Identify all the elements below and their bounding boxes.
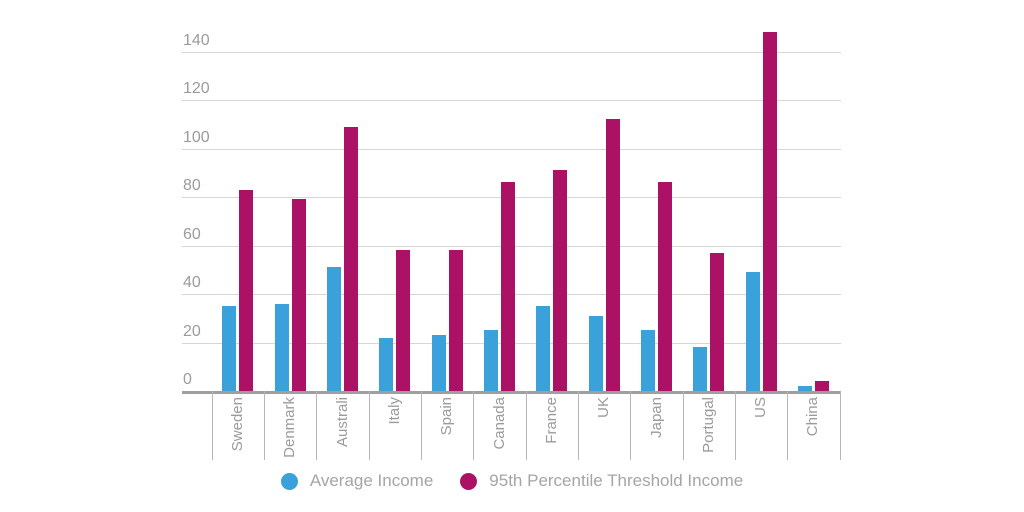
bar-95th-percentile-threshold-income [658, 182, 672, 391]
legend: Average Income 95th Percentile Threshold … [0, 471, 1024, 491]
category-tick [525, 391, 527, 460]
bar-average-income [484, 330, 498, 391]
y-axis-label: 80 [183, 177, 201, 194]
bar-average-income [588, 315, 603, 391]
bar-average-income [431, 335, 446, 391]
y-axis-label: 120 [183, 80, 210, 97]
bar-average-income [797, 386, 812, 391]
legend-label: 95th Percentile Threshold Income [489, 471, 744, 490]
category-tick [787, 391, 789, 460]
y-axis-label: 40 [183, 274, 201, 291]
bar-95th-percentile-threshold-income [710, 252, 725, 391]
x-axis-line [182, 391, 841, 394]
bar-average-income [536, 306, 551, 391]
bar-average-income [693, 347, 708, 391]
bar-average-income [222, 306, 237, 391]
y-axis-label: 60 [183, 225, 201, 243]
bar-95th-percentile-threshold-income [762, 32, 777, 391]
category-tick [473, 391, 475, 460]
gridline [182, 100, 841, 101]
bar-95th-percentile-threshold-income [448, 250, 463, 391]
legend-swatch-circle-icon [280, 472, 298, 490]
category-tick [682, 391, 684, 460]
category-tick [578, 391, 579, 460]
x-axis-label: Japan [647, 397, 665, 438]
x-axis-label: UK [595, 397, 613, 418]
bar-95th-percentile-threshold-income [501, 182, 515, 391]
bar-95th-percentile-threshold-income [814, 381, 829, 391]
x-axis-label: France [542, 397, 560, 444]
plot-area: 0 20 40 60 80 100 120 140 Sweden Denmark Australi I… [182, 20, 842, 465]
legend-label: Average Income [309, 471, 434, 490]
x-axis-label: US [752, 397, 770, 418]
category-tick [368, 391, 370, 460]
y-axis-label: 140 [183, 31, 210, 49]
legend-swatch-circle-icon [460, 472, 478, 490]
bar-average-income [274, 303, 289, 391]
bar-average-income [327, 267, 342, 391]
category-tick [630, 391, 632, 460]
bar-average-income [745, 272, 760, 391]
category-tick [316, 391, 318, 460]
y-axis-label: 20 [183, 322, 201, 340]
bar-average-income [641, 330, 655, 391]
category-tick [264, 391, 266, 460]
x-axis-label: Italy [385, 397, 403, 425]
category-tick [421, 391, 423, 460]
bar-95th-percentile-threshold-income [239, 189, 254, 391]
category-tick [735, 391, 736, 460]
legend-item-average-income[interactable]: Average Income [280, 471, 434, 491]
x-axis-label: China [804, 397, 822, 437]
bar-95th-percentile-threshold-income [396, 250, 411, 391]
x-axis-label: Spain [438, 397, 456, 436]
bar-95th-percentile-threshold-income [605, 119, 620, 391]
x-axis-label: Portugal [699, 397, 717, 453]
x-axis-label: Canada [490, 397, 508, 450]
gridline [182, 51, 841, 53]
legend-item-95th-percentile-threshold-income[interactable]: 95th Percentile Threshold Income [460, 471, 743, 491]
x-axis-label: Sweden [228, 397, 246, 452]
category-tick [211, 391, 213, 460]
gridline [182, 148, 841, 150]
bar-95th-percentile-threshold-income [344, 126, 359, 391]
x-axis-label: Denmark [281, 397, 299, 458]
y-axis-label: 0 [183, 371, 192, 388]
y-axis-label: 100 [183, 128, 210, 146]
bar-95th-percentile-threshold-income [291, 199, 306, 391]
bar-95th-percentile-threshold-income [553, 170, 568, 391]
category-tick [839, 391, 841, 460]
x-axis-label: Australi [333, 397, 351, 448]
bar-average-income [379, 337, 394, 391]
